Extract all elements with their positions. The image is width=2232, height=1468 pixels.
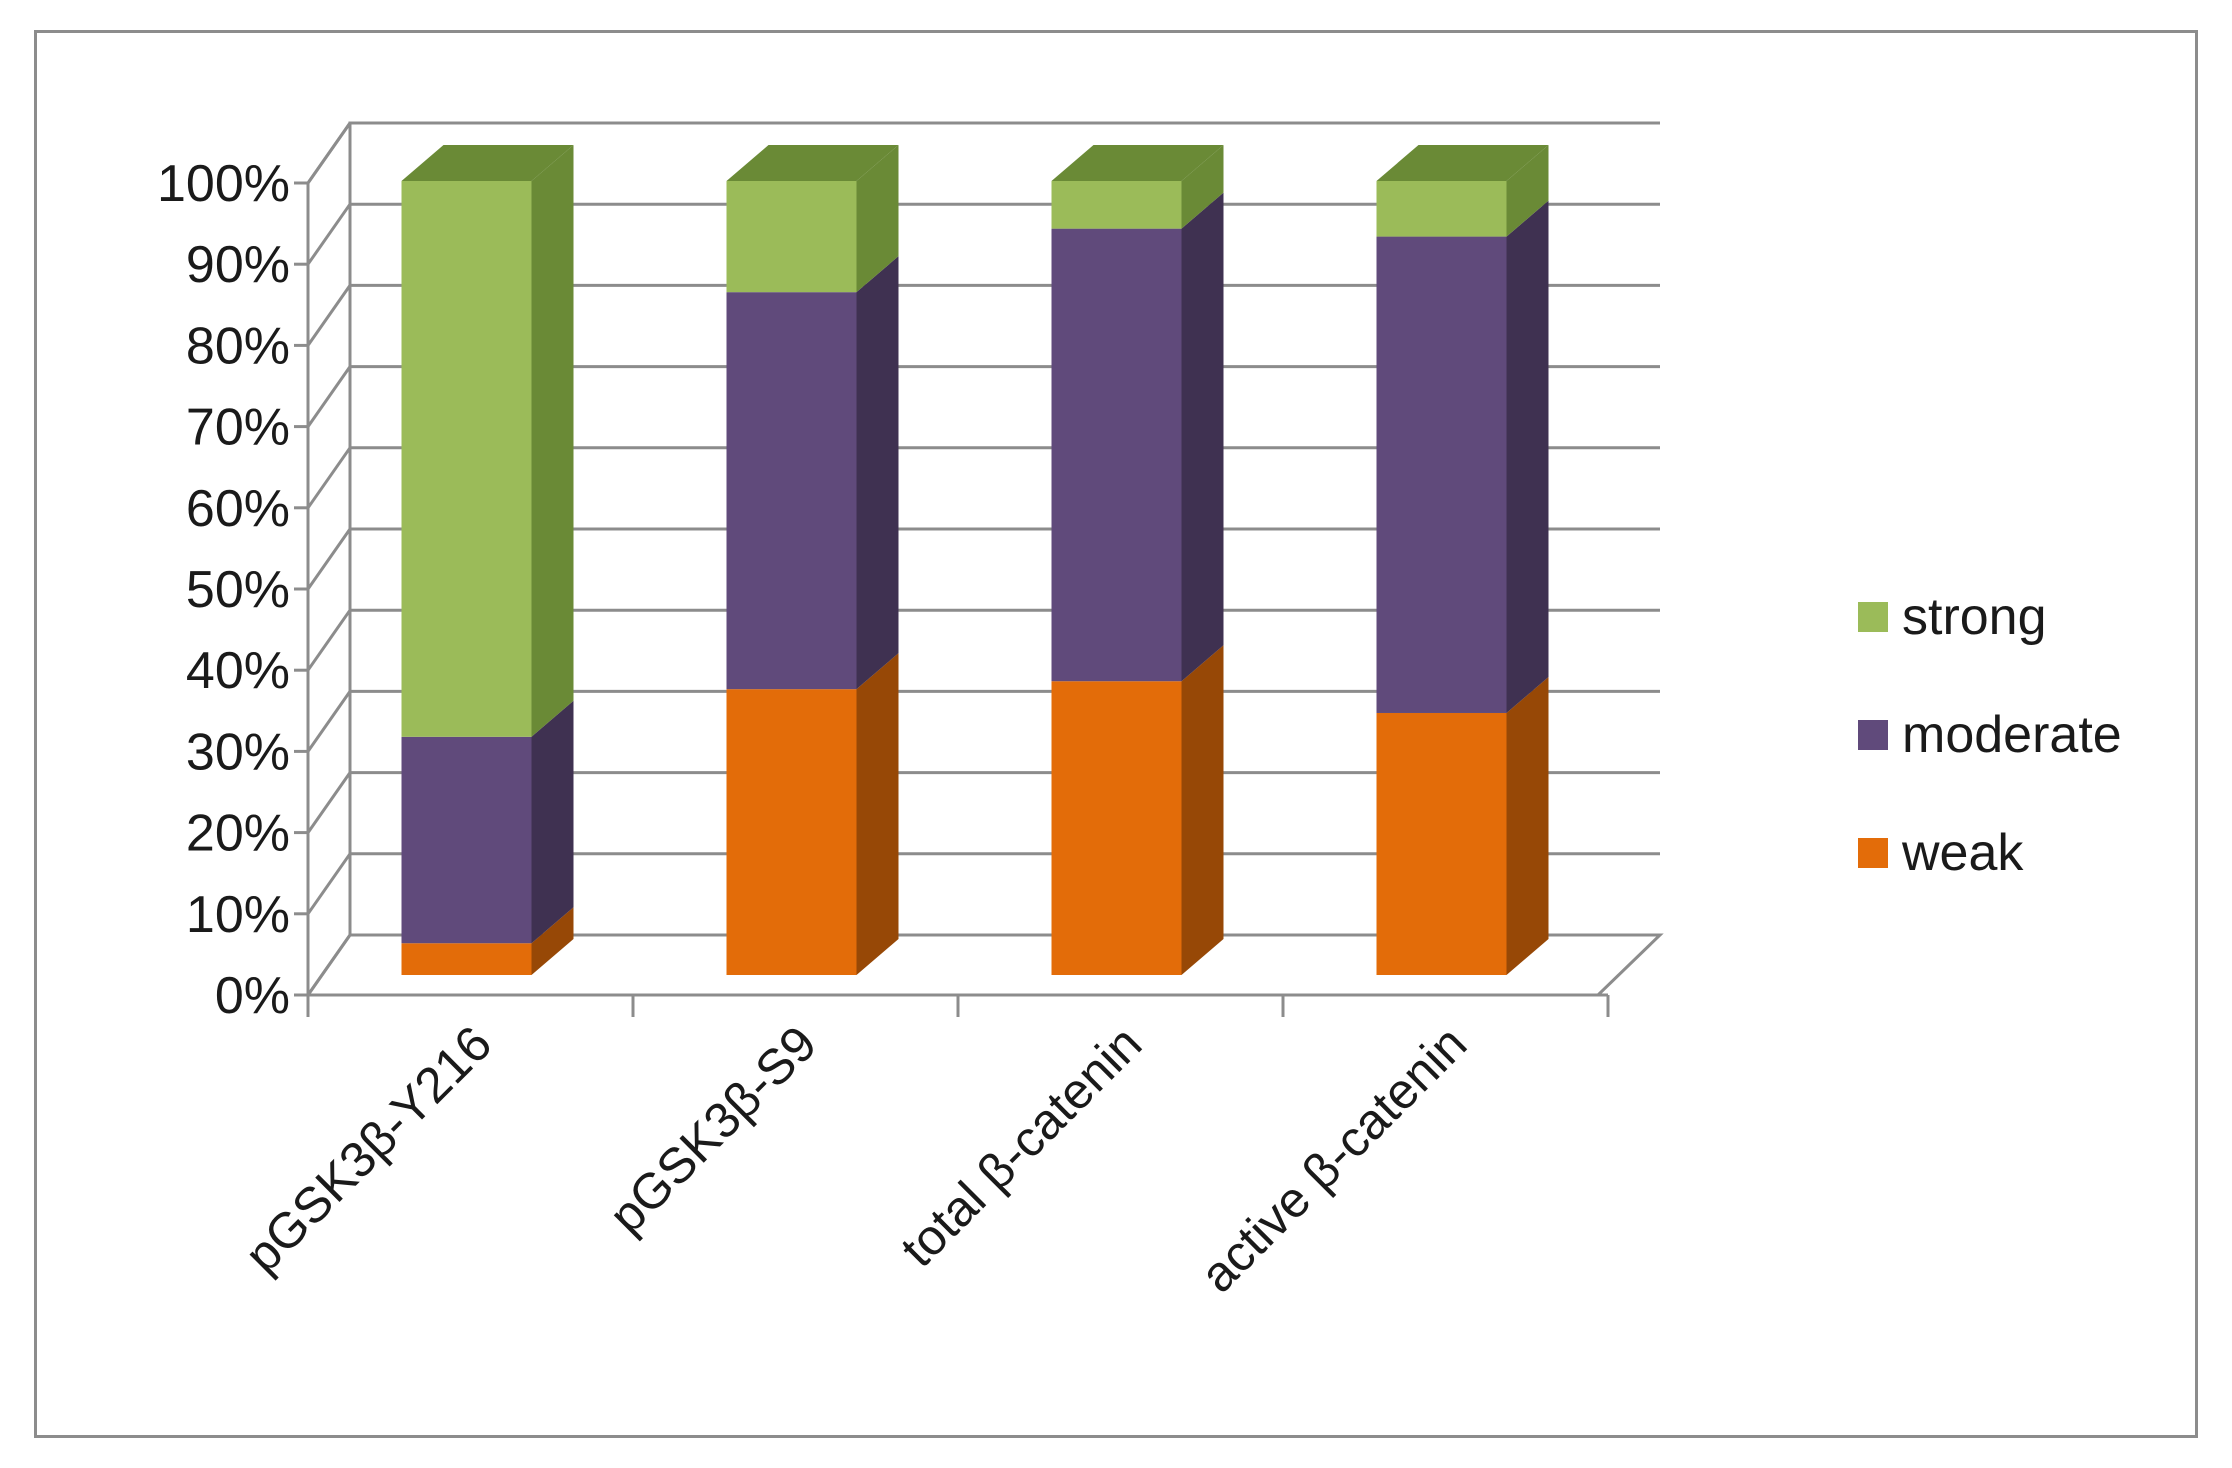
side-gridline bbox=[306, 852, 352, 915]
side-gridline bbox=[306, 771, 352, 834]
bar-group bbox=[401, 145, 574, 975]
bar-segment-moderate bbox=[401, 736, 532, 944]
bar-segment-side-moderate bbox=[1506, 200, 1549, 713]
bar-segment-weak bbox=[726, 689, 857, 975]
side-gridline bbox=[306, 284, 352, 347]
legend-swatch bbox=[1858, 720, 1888, 750]
x-axis bbox=[306, 183, 1610, 1017]
y-tick-label: 40% bbox=[186, 642, 290, 700]
legend-item-strong: strong bbox=[1858, 588, 2047, 646]
bar-group bbox=[1051, 145, 1224, 975]
side-gridline bbox=[306, 609, 352, 672]
y-tick-label: 50% bbox=[186, 561, 290, 619]
y-tick-label: 80% bbox=[186, 317, 290, 375]
x-category-label: total β-catenin bbox=[890, 1015, 1152, 1277]
y-axis-tick-labels: 0% 10% 20% 30% 40% 50% 60% 70% 80% 90% 100% bbox=[157, 155, 290, 1025]
legend-item-moderate: moderate bbox=[1858, 706, 2122, 764]
legend-item-weak: weak bbox=[1858, 824, 2024, 882]
bar-top-face bbox=[1051, 145, 1224, 181]
y-tick-label: 100% bbox=[157, 155, 290, 213]
bar-segment-moderate bbox=[1051, 228, 1182, 682]
bar-group bbox=[726, 145, 899, 975]
x-category-label: pGSK3β-Y216 bbox=[234, 1015, 502, 1283]
bar-segment-side-moderate bbox=[1181, 192, 1224, 682]
bar-segment-side-moderate bbox=[856, 256, 899, 690]
legend-label: moderate bbox=[1902, 706, 2122, 764]
side-gridline bbox=[306, 446, 352, 509]
bar-segment-strong bbox=[401, 181, 532, 737]
legend: strong moderate weak bbox=[1858, 588, 2122, 882]
bar-segment-weak bbox=[1376, 712, 1507, 975]
x-category-label: active β-catenin bbox=[1189, 1015, 1477, 1303]
bar-top-face bbox=[401, 145, 574, 181]
bar-segment-side-weak bbox=[531, 907, 574, 975]
y-tick-label: 20% bbox=[186, 805, 290, 863]
bar-segment-side-strong bbox=[1181, 145, 1224, 229]
bar-segment-side-strong bbox=[531, 145, 574, 737]
x-category-label: pGSK3β-S9 bbox=[598, 1015, 827, 1244]
bar-segment-side-weak bbox=[856, 653, 899, 975]
bar-segment-weak bbox=[401, 943, 532, 975]
bar-segment-moderate bbox=[726, 292, 857, 690]
bar-segment-side-strong bbox=[856, 145, 899, 293]
bar-segment-moderate bbox=[1376, 236, 1507, 713]
bar-top-face bbox=[1376, 145, 1549, 181]
y-tick-label: 70% bbox=[186, 399, 290, 457]
side-gridline bbox=[306, 203, 352, 266]
legend-swatch bbox=[1858, 838, 1888, 868]
y-tick-label: 0% bbox=[215, 967, 290, 1025]
side-gridline bbox=[306, 690, 352, 753]
side-gridline bbox=[306, 934, 352, 996]
side-gridline bbox=[306, 122, 352, 184]
bar-segment-weak bbox=[1051, 681, 1182, 975]
bar-segment-strong bbox=[726, 181, 857, 293]
x-axis-category-labels: pGSK3β-Y216 pGSK3β-S9 total β-catenin activ… bbox=[234, 1015, 1477, 1303]
legend-swatch bbox=[1858, 602, 1888, 632]
y-tick-label: 30% bbox=[186, 723, 290, 781]
bar-top-face bbox=[726, 145, 899, 181]
bar-segment-side-weak bbox=[1506, 676, 1549, 975]
side-gridline bbox=[306, 365, 352, 428]
side-gridline bbox=[306, 528, 352, 590]
y-tick-label: 60% bbox=[186, 480, 290, 538]
bar-segment-side-strong bbox=[1506, 145, 1549, 237]
bar-segment-side-moderate bbox=[531, 700, 574, 944]
bar-group bbox=[1376, 145, 1549, 975]
legend-label: weak bbox=[1901, 824, 2024, 882]
bar-segment-strong bbox=[1376, 181, 1507, 237]
bar-segment-strong bbox=[1051, 181, 1182, 229]
bars bbox=[401, 145, 1549, 975]
y-tick-label: 90% bbox=[186, 236, 290, 294]
legend-label: strong bbox=[1902, 588, 2047, 646]
y-tick-label: 10% bbox=[186, 886, 290, 944]
bar-segment-side-weak bbox=[1181, 645, 1224, 975]
